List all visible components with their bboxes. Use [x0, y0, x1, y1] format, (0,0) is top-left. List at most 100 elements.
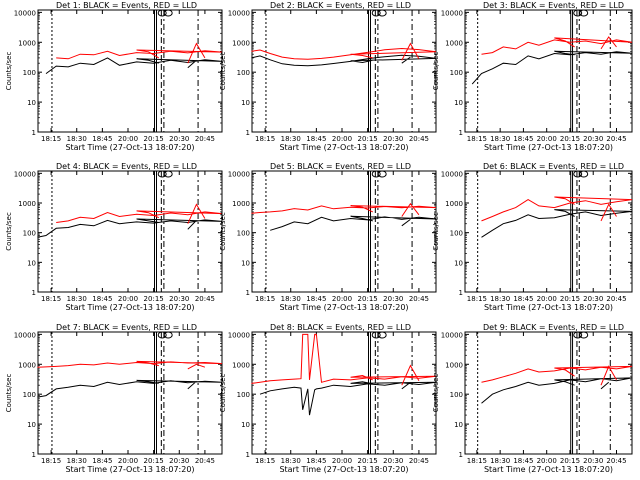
x-tick-label: 18:15: [255, 135, 275, 143]
y-tick-label: 10: [454, 99, 463, 107]
y-axis-label: Counts/sec: [432, 374, 440, 413]
marker-symbol: [371, 170, 381, 178]
marker-symbol: [163, 331, 173, 339]
panel-title: Det 1: BLACK = Events, RED = LLD: [56, 1, 197, 10]
x-tick-label: 20:15: [560, 457, 580, 465]
y-axis-label: Counts/sec: [5, 52, 13, 91]
y-tick-label: 100: [450, 391, 463, 399]
y-axis-label: Counts/sec: [219, 212, 227, 251]
x-tick-label: 18:45: [92, 457, 112, 465]
x-tick-label: 20:45: [409, 135, 429, 143]
marker-symbol: [157, 331, 167, 339]
lld-series-line: [251, 202, 437, 217]
y-axis-label: Counts/sec: [432, 52, 440, 91]
events-series-line: [471, 50, 633, 85]
events-series-line: [481, 377, 633, 404]
marker-symbol: [371, 331, 381, 339]
marker-symbol: [579, 170, 589, 178]
x-axis-label: Start Time (27-Oct-13 18:07:20): [484, 143, 613, 152]
x-tick-label: 18:45: [306, 135, 326, 143]
x-tick-label: 20:00: [118, 135, 138, 143]
panel-title: Det 2: BLACK = Events, RED = LLD: [270, 1, 411, 10]
x-tick-label: 20:30: [583, 295, 603, 303]
lld-series-line: [56, 42, 223, 64]
x-tick-label: 20:00: [537, 295, 557, 303]
x-tick-label: 18:15: [467, 457, 487, 465]
x-tick-label: 20:30: [383, 135, 403, 143]
x-tick-label: 20:45: [606, 135, 626, 143]
marker-symbol: [573, 170, 583, 178]
y-tick-label: 10000: [228, 9, 250, 17]
x-tick-label: 20:15: [144, 135, 164, 143]
x-tick-label: 20:45: [195, 457, 215, 465]
y-tick-label: 10000: [228, 170, 250, 178]
y-tick-label: 1: [459, 289, 463, 297]
y-axis-label: Counts/sec: [219, 374, 227, 413]
y-tick-label: 1: [32, 129, 36, 137]
panel-title: Det 9: BLACK = Events, RED = LLD: [483, 323, 624, 332]
x-tick-label: 18:30: [490, 135, 510, 143]
y-tick-label: 10: [241, 99, 250, 107]
panel-title: Det 3: BLACK = Events, RED = LLD: [483, 1, 624, 10]
y-tick-label: 1000: [445, 39, 463, 47]
x-tick-label: 20:00: [537, 457, 557, 465]
y-tick-label: 1: [459, 129, 463, 137]
x-tick-label: 18:15: [255, 457, 275, 465]
marker-symbol: [573, 9, 583, 17]
y-tick-label: 10: [454, 259, 463, 267]
y-tick-label: 10000: [228, 331, 250, 339]
y-tick-label: 10000: [441, 9, 463, 17]
x-tick-label: 18:45: [92, 135, 112, 143]
detector-panel: Det 8: BLACK = Events, RED = LLD 1 10 100 10…: [219, 323, 437, 474]
y-axis-label: Counts/sec: [5, 212, 13, 251]
y-tick-label: 100: [237, 230, 250, 238]
x-tick-label: 18:30: [490, 457, 510, 465]
x-tick-label: 18:30: [67, 135, 87, 143]
x-tick-label: 20:30: [169, 295, 189, 303]
y-tick-label: 1: [246, 289, 250, 297]
y-tick-label: 10000: [14, 331, 36, 339]
marker-symbol: [371, 9, 381, 17]
x-tick-label: 18:30: [67, 295, 87, 303]
detector-panel: Det 4: BLACK = Events, RED = LLD 1 10 100 10…: [5, 162, 223, 312]
x-tick-label: 20:30: [169, 135, 189, 143]
x-tick-label: 18:45: [92, 295, 112, 303]
x-tick-label: 18:15: [467, 135, 487, 143]
plot-frame: [464, 170, 633, 293]
lld-series-line: [481, 196, 633, 222]
plot-frame: [464, 331, 633, 455]
detector-panel: Det 2: BLACK = Events, RED = LLD 1 10 100 10…: [219, 1, 437, 152]
y-tick-label: 10000: [441, 331, 463, 339]
x-tick-label: 18:30: [490, 295, 510, 303]
y-tick-label: 1000: [445, 361, 463, 369]
x-tick-label: 18:30: [281, 457, 301, 465]
events-series-line: [251, 54, 437, 67]
detector-panel: Det 6: BLACK = Events, RED = LLD 1 10 100 10…: [432, 162, 633, 312]
x-tick-label: 20:45: [195, 135, 215, 143]
marker-symbol: [157, 170, 167, 178]
x-tick-label: 20:15: [560, 135, 580, 143]
x-tick-label: 20:30: [583, 135, 603, 143]
y-tick-label: 1000: [18, 361, 36, 369]
marker-symbol: [573, 331, 583, 339]
detector-panel: Det 5: BLACK = Events, RED = LLD 1 10 100 10…: [219, 162, 437, 312]
panel-title: Det 8: BLACK = Events, RED = LLD: [270, 323, 411, 332]
x-tick-label: 20:00: [118, 295, 138, 303]
y-tick-label: 1000: [18, 200, 36, 208]
lld-series-line: [481, 36, 633, 55]
plot-frame: [37, 331, 223, 455]
x-axis-label: Start Time (27-Oct-13 18:07:20): [279, 143, 408, 152]
y-tick-label: 100: [23, 230, 36, 238]
y-axis-label: Counts/sec: [219, 52, 227, 91]
marker-symbol: [579, 9, 589, 17]
x-axis-label: Start Time (27-Oct-13 18:07:20): [484, 465, 613, 474]
x-tick-label: 20:00: [537, 135, 557, 143]
x-tick-label: 18:45: [513, 135, 533, 143]
marker-symbol: [157, 9, 167, 17]
plot-frame: [251, 170, 437, 293]
x-tick-label: 20:00: [332, 457, 352, 465]
plot-frame: [251, 331, 437, 455]
y-tick-label: 10: [241, 421, 250, 429]
events-series-line: [45, 57, 223, 75]
